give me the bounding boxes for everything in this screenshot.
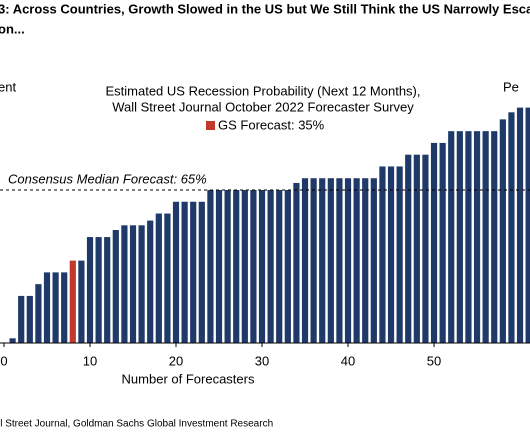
bar xyxy=(344,178,352,343)
bar xyxy=(250,189,257,343)
bar xyxy=(164,213,171,343)
chart-title: on... xyxy=(0,21,25,36)
y-axis-label: Pe xyxy=(503,79,519,94)
bar xyxy=(86,237,94,343)
bar xyxy=(147,220,154,343)
chart-subtitle: Estimated US Recession Probability (Next… xyxy=(105,83,420,98)
bar xyxy=(181,201,188,343)
bar xyxy=(284,189,291,343)
bar xyxy=(327,178,334,343)
bar xyxy=(78,260,85,343)
bar xyxy=(129,225,137,343)
bar xyxy=(293,182,300,343)
x-tick-label: 30 xyxy=(255,353,269,368)
bar xyxy=(413,154,420,343)
bar xyxy=(362,178,369,343)
bar xyxy=(525,107,530,343)
bar xyxy=(155,213,162,343)
x-axis-label: Number of Forecasters xyxy=(122,371,255,386)
bar xyxy=(276,189,283,343)
bar xyxy=(310,178,317,343)
bar xyxy=(18,295,25,343)
bar xyxy=(121,225,128,343)
bar xyxy=(267,189,274,343)
bar xyxy=(422,154,429,343)
bar xyxy=(224,189,231,343)
bar xyxy=(190,201,197,343)
source-note: ll Street Journal, Goldman Sachs Global … xyxy=(0,419,273,430)
bar xyxy=(112,230,119,343)
legend-swatch xyxy=(206,121,215,130)
bar xyxy=(396,166,403,343)
bar xyxy=(241,189,248,343)
bar xyxy=(336,178,343,343)
x-tick-label: 0 xyxy=(0,353,7,368)
bar xyxy=(43,272,51,343)
bar xyxy=(448,131,455,343)
bar xyxy=(104,237,111,343)
bar xyxy=(258,189,266,343)
x-tick-label: 10 xyxy=(83,353,97,368)
bar xyxy=(138,225,145,343)
bar xyxy=(207,189,214,343)
bar xyxy=(508,112,515,343)
bar xyxy=(52,272,59,343)
bar xyxy=(61,272,68,343)
bar xyxy=(465,131,472,343)
bar xyxy=(516,107,524,343)
bar xyxy=(26,295,33,343)
bar xyxy=(379,166,386,343)
bar xyxy=(439,142,446,343)
x-tick-label: 20 xyxy=(169,353,183,368)
y-axis-label: ent xyxy=(0,79,16,94)
legend-label: GS Forecast: 35% xyxy=(218,117,325,132)
bar xyxy=(215,189,223,343)
bar xyxy=(319,178,326,343)
chart-subtitle: Wall Street Journal October 2022 Forecas… xyxy=(112,99,414,114)
bar xyxy=(387,166,395,343)
reference-label: Consensus Median Forecast: 65% xyxy=(8,171,207,186)
bar xyxy=(9,338,16,343)
bar xyxy=(172,201,180,343)
bar xyxy=(35,284,42,343)
bar xyxy=(491,131,498,343)
bar xyxy=(198,201,205,343)
bar xyxy=(95,237,102,343)
bar xyxy=(473,131,481,343)
bar xyxy=(69,260,76,343)
x-tick-label: 40 xyxy=(341,353,355,368)
bar xyxy=(499,119,506,344)
x-tick-label: 50 xyxy=(427,353,441,368)
chart-title: 3: Across Countries, Growth Slowed in th… xyxy=(0,1,530,16)
bar xyxy=(353,178,360,343)
bar xyxy=(233,189,240,343)
bar xyxy=(301,178,309,343)
bar xyxy=(405,154,412,343)
bar xyxy=(370,178,377,343)
bar xyxy=(456,131,463,343)
bar xyxy=(430,142,438,343)
bar xyxy=(482,131,489,343)
